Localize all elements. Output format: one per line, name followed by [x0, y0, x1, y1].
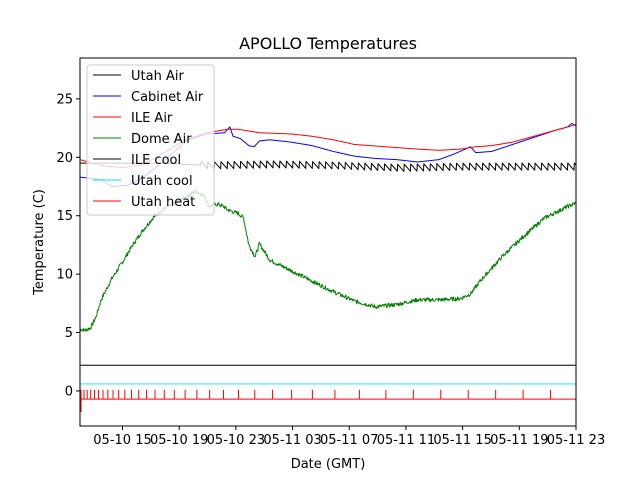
y-tick-label: 0: [65, 384, 73, 399]
x-tick-label: 05-10 19: [150, 433, 208, 448]
legend-label: Dome Air: [131, 132, 192, 147]
x-tick-label: 05-11 03: [263, 433, 321, 448]
x-axis-label: Date (GMT): [291, 457, 366, 472]
series-utah-heat: [80, 389, 576, 412]
chart-title: APOLLO Temperatures: [239, 34, 417, 53]
legend-item: Utah cool: [93, 174, 193, 189]
x-tick-label: 05-11 23: [547, 433, 605, 448]
legend-label: ILE cool: [131, 153, 181, 168]
legend-item: Cabinet Air: [93, 90, 204, 105]
x-tick-label: 05-10 15: [93, 433, 151, 448]
legend-item: ILE Air: [93, 111, 173, 126]
x-tick-label: 05-11 19: [490, 433, 548, 448]
x-tick-label: 05-11 07: [320, 433, 378, 448]
legend-label: Utah heat: [131, 195, 195, 210]
plot-frame: [79, 57, 577, 427]
legend-item: ILE cool: [93, 153, 181, 168]
legend: Utah Air Cabinet Air ILE Air Dome Air ILE co…: [86, 64, 215, 216]
x-tick-label: 05-11 15: [433, 433, 491, 448]
y-tick-label: 15: [56, 209, 73, 224]
x-tick-label: 05-10 23: [207, 433, 265, 448]
legend-items: Utah Air Cabinet Air ILE Air Dome Air ILE co…: [93, 69, 204, 210]
legend-label: ILE Air: [131, 111, 173, 126]
y-tick-label: 10: [56, 268, 73, 283]
legend-label: Utah Air: [131, 69, 184, 84]
legend-item: Utah Air: [93, 69, 184, 84]
legend-label: Utah cool: [131, 174, 193, 189]
legend-box: [86, 64, 215, 216]
legend-label: Cabinet Air: [131, 90, 204, 105]
y-tick-label: 5: [65, 326, 73, 341]
legend-item: Utah heat: [93, 195, 195, 210]
x-tick-label: 05-11 11: [377, 433, 435, 448]
y-axis-label: Temperature (C): [32, 189, 47, 296]
y-tick-label: 20: [56, 151, 73, 166]
y-tick-label: 25: [56, 92, 73, 107]
legend-item: Dome Air: [93, 132, 192, 147]
